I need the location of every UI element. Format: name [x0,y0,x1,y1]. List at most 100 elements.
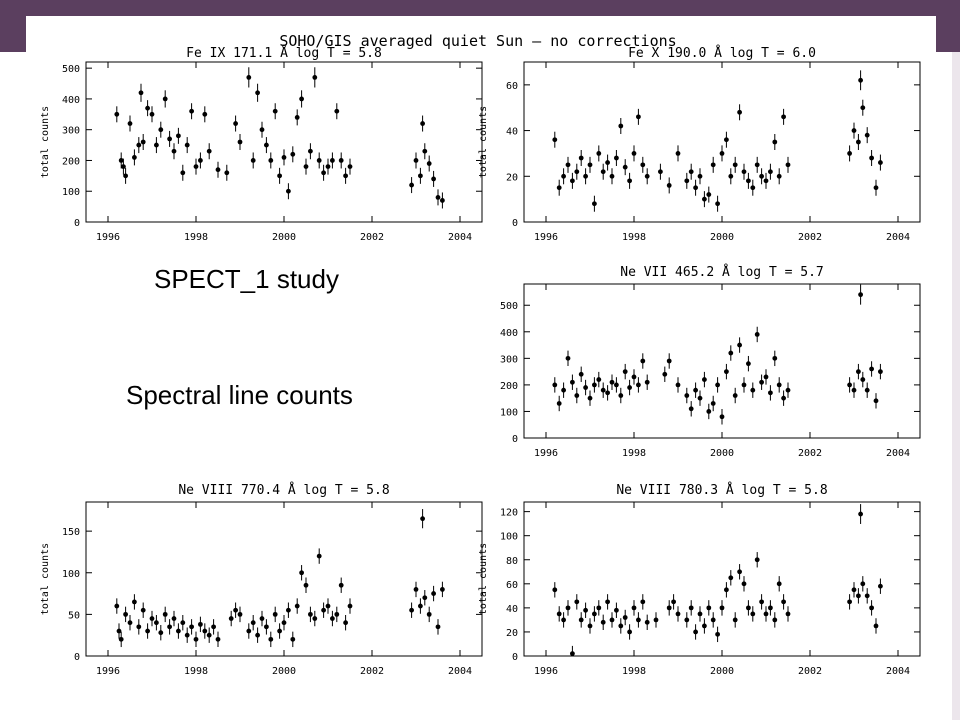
data-point [570,379,575,385]
data-point [290,636,296,642]
data-point [750,611,756,617]
data-point [123,173,128,179]
data-point [211,624,217,630]
data-point [684,617,690,623]
data-point [587,623,593,629]
x-tick-label: 1996 [534,666,558,677]
data-point [255,90,260,96]
data-point [768,169,773,175]
data-point [180,170,186,176]
data-point [127,620,133,626]
data-point [321,607,326,613]
x-tick-label: 1998 [184,232,208,243]
data-point [741,382,747,388]
data-point [724,587,729,593]
data-point [154,142,159,148]
data-point [440,587,445,592]
data-point [334,108,340,114]
data-point [189,108,195,114]
x-tick-label: 1996 [96,666,120,677]
data-point [409,607,414,613]
data-point [776,382,782,388]
data-point [299,570,304,576]
data-point [202,628,208,634]
x-tick-label: 1998 [184,666,208,677]
data-point [728,173,734,179]
data-point [198,621,203,627]
x-tick-label: 1996 [534,232,558,243]
y-tick-label: 0 [512,652,518,663]
data-point [856,369,861,375]
data-point [666,358,672,364]
data-point [644,619,650,625]
data-point [666,605,672,611]
data-point [565,355,571,361]
data-point [409,182,414,188]
data-point [574,599,580,605]
counts-caption: Spectral line counts [126,380,353,410]
data-point [127,121,133,126]
data-point [759,173,764,179]
data-point [140,607,146,613]
data-point [347,164,353,170]
data-point [631,605,637,611]
data-point [556,611,562,617]
data-point [136,624,142,630]
data-point [162,96,168,102]
x-tick-label: 2004 [886,232,910,243]
data-point [856,593,861,599]
y-tick-label: 200 [500,381,518,392]
x-tick-label: 2002 [360,232,384,243]
right-edge-strip [952,52,960,720]
data-point [316,158,322,163]
data-point [570,651,575,656]
data-point [255,632,260,638]
data-point [754,162,760,168]
data-point [596,377,602,382]
data-point [732,617,738,623]
data-point [215,636,221,642]
x-tick-label: 2000 [710,448,734,459]
data-point [878,369,883,375]
data-point [281,620,287,626]
x-tick-label: 2002 [798,448,822,459]
data-point [693,629,698,635]
data-point [431,176,436,182]
x-tick-label: 2004 [886,448,910,459]
data-point [145,105,151,111]
data-point [114,603,120,609]
data-point [325,164,331,170]
data-point [123,611,128,617]
data-point [167,624,173,630]
data-point [561,617,566,623]
data-point [847,382,852,388]
data-point [636,382,641,388]
data-point [600,387,606,393]
y-tick-label: 50 [68,610,80,621]
data-point [627,178,632,184]
x-tick-label: 2002 [798,666,822,677]
data-point [565,162,571,168]
data-point [658,169,663,175]
data-point [614,382,619,388]
data-point [768,605,773,611]
data-point [702,623,707,629]
data-point [259,616,265,621]
slide-header-bar [0,0,960,52]
data-point [785,387,791,393]
data-point [697,173,703,179]
data-point [640,358,646,364]
data-point [206,148,212,154]
data-point [202,111,208,117]
data-point [618,123,624,129]
data-point [308,611,313,617]
y-axis-label: total counts [478,106,489,178]
chart-fe-x-190: Fe X 190.0 Å log T = 6.0 total counts 1996… [478,45,921,243]
data-point [189,624,195,630]
data-point [158,127,164,133]
data-point [869,155,874,161]
data-point [746,178,751,184]
data-point [343,620,348,626]
data-point [702,377,707,382]
